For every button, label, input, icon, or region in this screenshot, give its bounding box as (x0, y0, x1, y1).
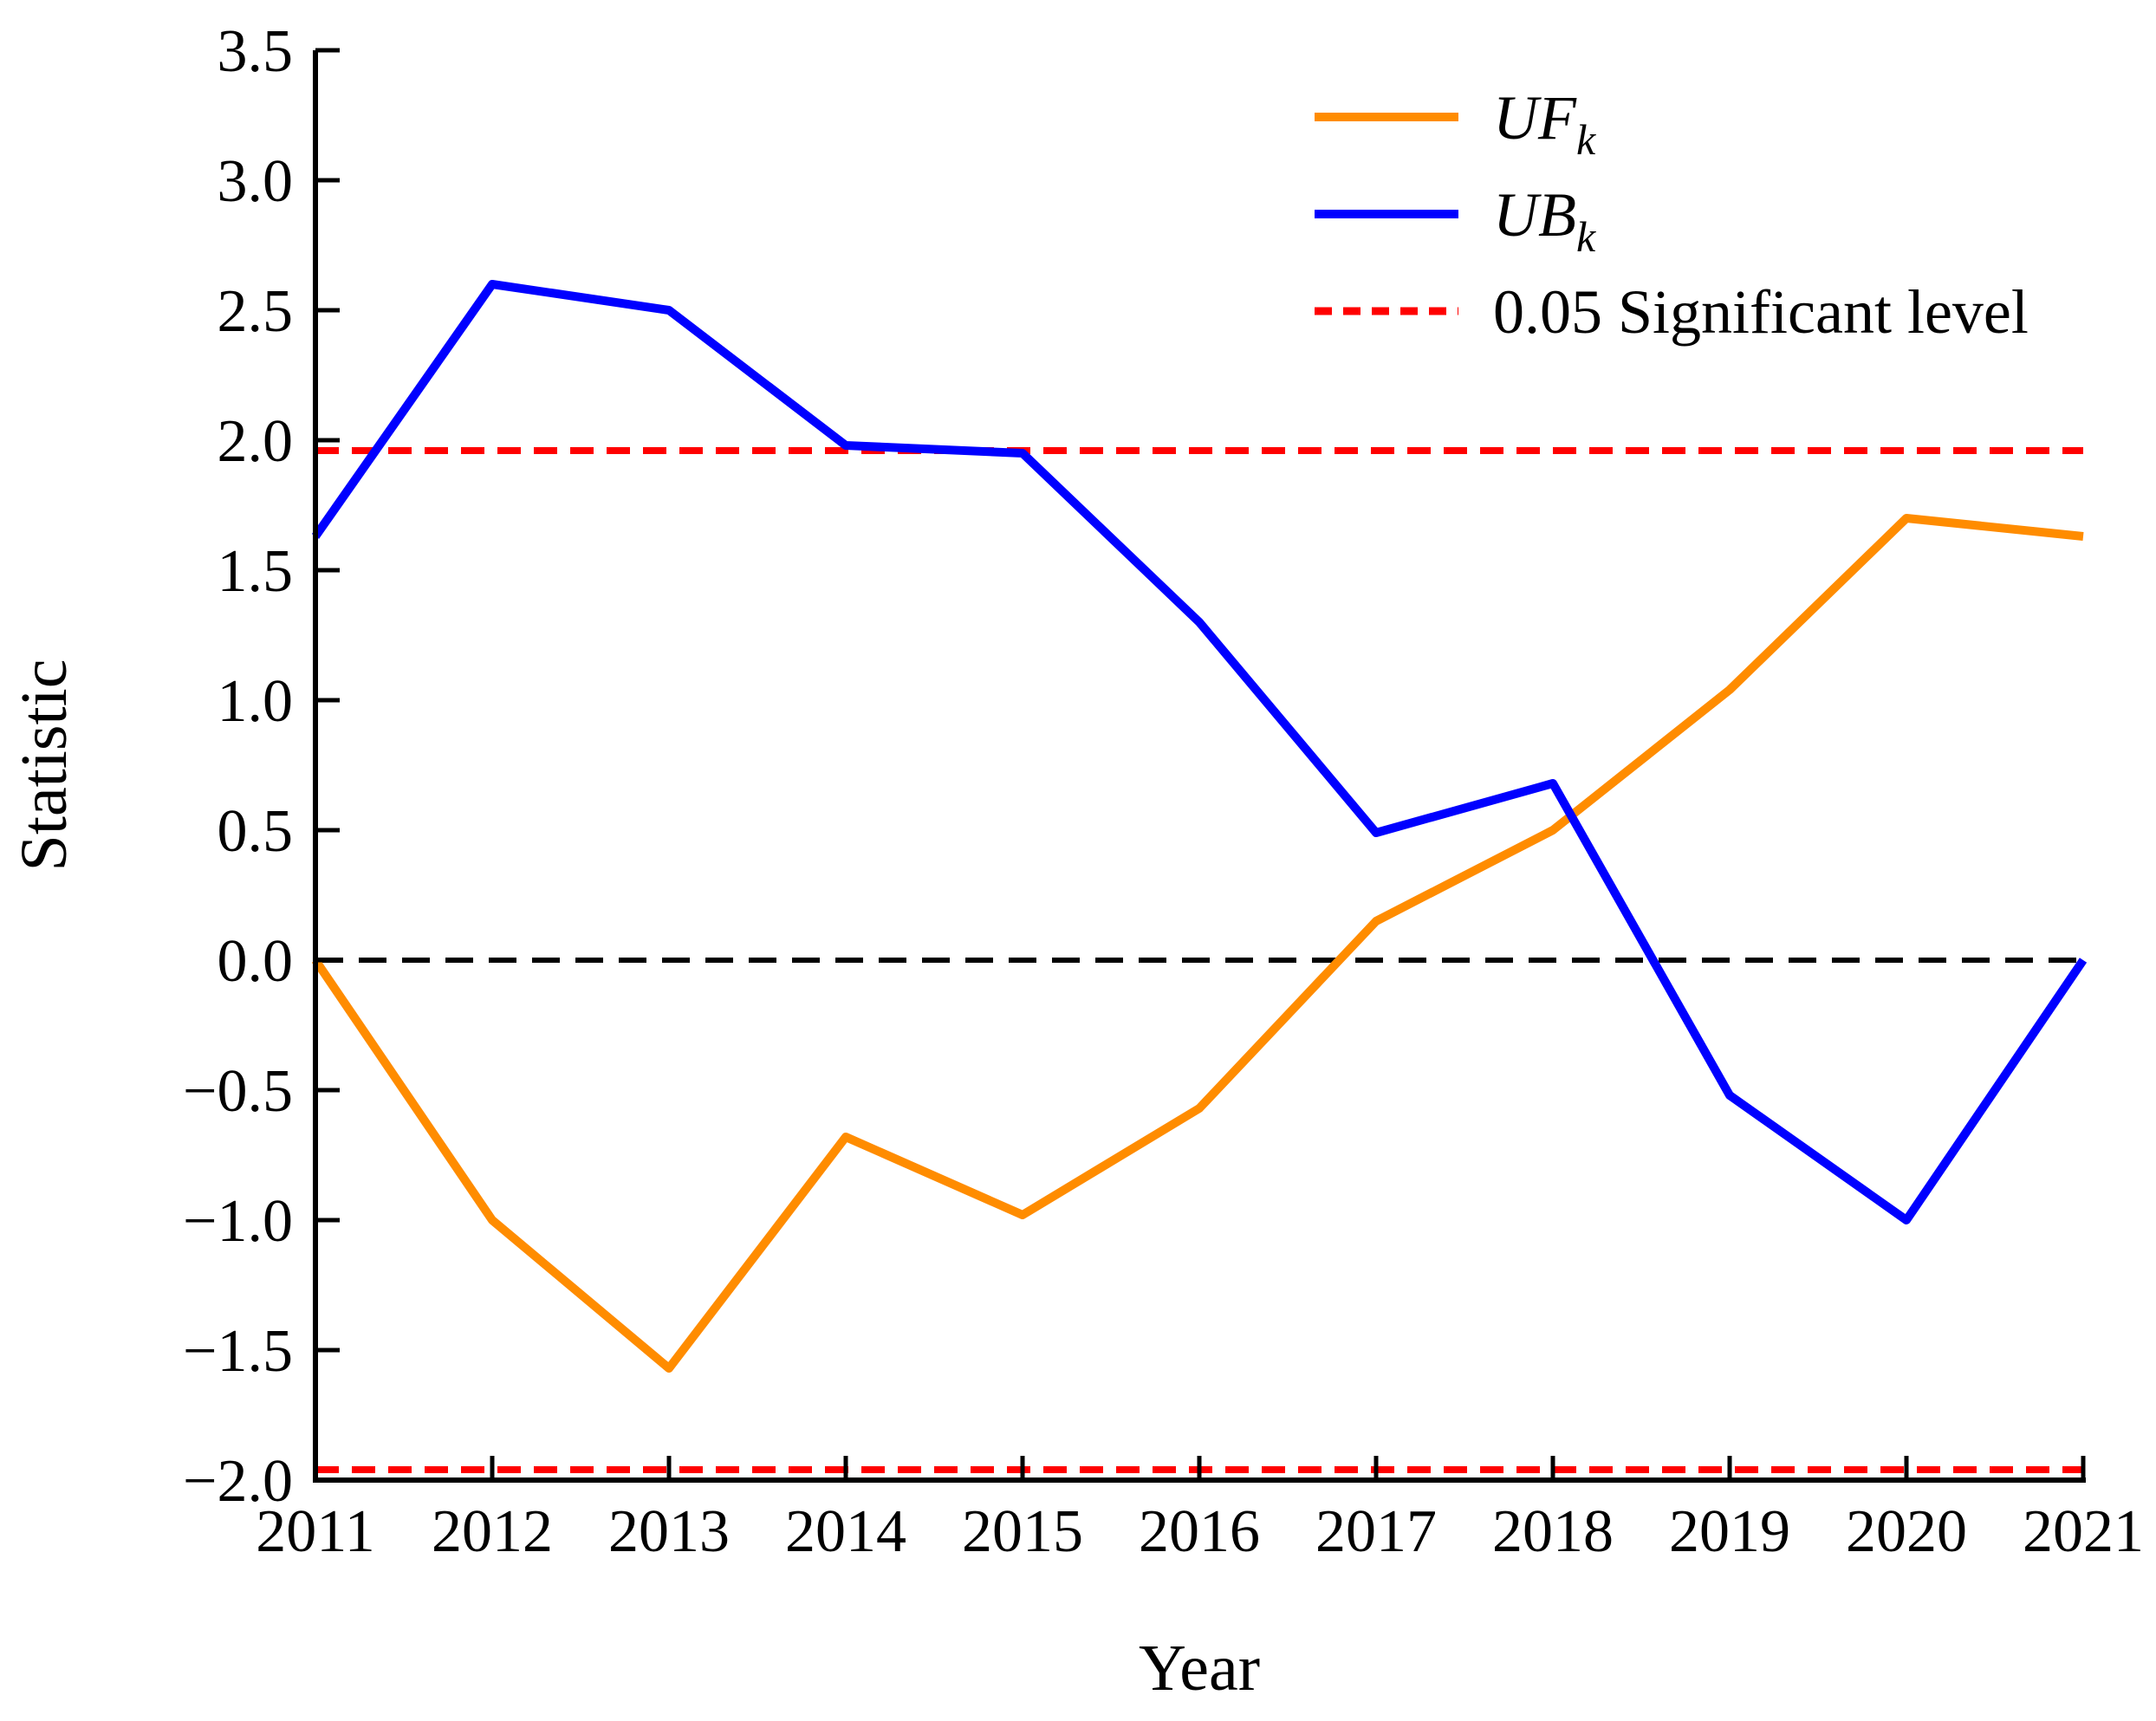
x-tick-label: 2020 (1846, 1498, 1967, 1565)
y-tick-label: −1.0 (183, 1188, 293, 1255)
series-lines-group (311, 280, 2088, 1373)
y-tick-label: 1.5 (218, 538, 294, 605)
y-tick-label: −2.0 (183, 1448, 293, 1515)
x-tick-label: 2012 (432, 1498, 553, 1565)
y-tick-label: 3.0 (218, 148, 294, 215)
ubk-line (311, 280, 2088, 1224)
y-tick-label: −0.5 (183, 1058, 293, 1125)
y-axis-title: Statistic (8, 659, 81, 872)
x-axis-title: Year (1139, 1632, 1260, 1705)
x-tick-label: 2013 (608, 1498, 730, 1565)
y-tick-label: 3.5 (218, 18, 294, 85)
x-tick-label: 2011 (256, 1498, 374, 1565)
legend: UFk UBk 0.05 Significant level (1315, 83, 2029, 347)
y-tick-label: 2.5 (218, 278, 294, 345)
x-tick-label: 2019 (1669, 1498, 1790, 1565)
significance-legend-label: 0.05 Significant level (1493, 277, 2029, 347)
axes-group: 3.5 3.0 2.5 2.0 1.5 1.0 0.5 0.0 −0.5 −1.0 −1.5 −2.0… (183, 18, 2144, 1565)
ufk-legend-label: UFk (1493, 83, 1596, 164)
x-tick-label: 2017 (1315, 1498, 1437, 1565)
ubk-legend-label: UBk (1493, 180, 1596, 261)
x-tick-label: 2016 (1139, 1498, 1260, 1565)
y-tick-label: 2.0 (218, 408, 294, 475)
y-tick-label: 0.5 (218, 798, 294, 865)
x-tick-label: 2015 (962, 1498, 1083, 1565)
x-tick-label: 2014 (785, 1498, 906, 1565)
ufk-line (311, 514, 2084, 1373)
x-tick-label: 2021 (2023, 1498, 2144, 1565)
y-tick-label: −1.5 (183, 1318, 293, 1385)
y-tick-label: 0.0 (218, 928, 294, 995)
y-tick-label: 1.0 (218, 668, 294, 735)
x-tick-label: 2018 (1492, 1498, 1614, 1565)
